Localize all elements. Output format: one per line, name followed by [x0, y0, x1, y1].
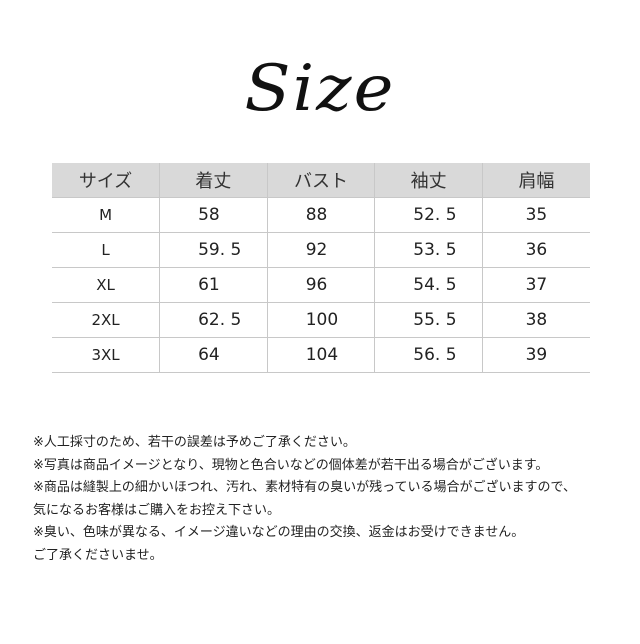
value-cell: 52. 5 — [374, 197, 483, 233]
note-line: ※商品は縫製上の細かいほつれ、汚れ、素材特有の臭いが残っている場合がございますの… — [33, 480, 576, 495]
value-cell: 96 — [267, 267, 376, 303]
size-cell: M — [52, 197, 161, 233]
value-cell: 35 — [482, 197, 590, 233]
table-row: XL 61 96 54. 5 37 — [52, 267, 590, 303]
header-cell: サイズ — [52, 163, 161, 198]
table-row: 3XL 64 104 56. 5 39 — [52, 337, 590, 373]
value-cell: 104 — [267, 337, 376, 373]
value-cell: 38 — [482, 302, 590, 338]
value-cell: 58 — [159, 197, 268, 233]
value-cell: 53. 5 — [374, 232, 483, 268]
header-cell: 袖丈 — [374, 163, 483, 198]
value-cell: 37 — [482, 267, 590, 303]
value-cell: 100 — [267, 302, 376, 338]
table-row: M 58 88 52. 5 35 — [52, 197, 590, 233]
size-cell: L — [52, 232, 161, 268]
table-header-row: サイズ 着丈 バスト 袖丈 肩幅 — [52, 163, 590, 198]
header-cell: 着丈 — [159, 163, 268, 198]
value-cell: 56. 5 — [374, 337, 483, 373]
value-cell: 54. 5 — [374, 267, 483, 303]
size-table: サイズ 着丈 バスト 袖丈 肩幅 M 58 88 52. 5 35 L 59. 5 92 53.… — [52, 163, 590, 373]
value-cell: 88 — [267, 197, 376, 233]
note-line: ご了承くださいませ。 — [33, 547, 163, 563]
note-line: ※写真は商品イメージとなり、現物と色合いなどの個体差が若干出る場合がございます。 — [33, 457, 549, 473]
size-cell: XL — [52, 267, 161, 303]
value-cell: 55. 5 — [374, 302, 483, 338]
note-line: ※人工採寸のため、若干の誤差は予めご了承ください。 — [33, 435, 356, 450]
note-line: ※臭い、色味が異なる、イメージ違いなどの理由の交換、返金はお受けできません。 — [33, 525, 525, 540]
size-title: Size — [244, 52, 396, 126]
notes: ※人工採寸のため、若干の誤差は予めご了承ください。 ※写真は商品イメージとなり、現… — [33, 432, 576, 567]
value-cell: 64 — [159, 337, 268, 373]
table-row: 2XL 62. 5 100 55. 5 38 — [52, 302, 590, 338]
value-cell: 92 — [267, 232, 376, 268]
table-row: L 59. 5 92 53. 5 36 — [52, 232, 590, 268]
size-cell: 3XL — [52, 337, 161, 373]
header-cell: バスト — [267, 163, 376, 198]
header-cell: 肩幅 — [482, 163, 590, 198]
size-cell: 2XL — [52, 302, 161, 338]
value-cell: 36 — [482, 232, 590, 268]
value-cell: 59. 5 — [159, 232, 268, 268]
value-cell: 39 — [482, 337, 590, 373]
value-cell: 62. 5 — [159, 302, 268, 338]
value-cell: 61 — [159, 267, 268, 303]
note-line: 気になるお客様はご購入をお控え下さい。 — [33, 502, 281, 518]
